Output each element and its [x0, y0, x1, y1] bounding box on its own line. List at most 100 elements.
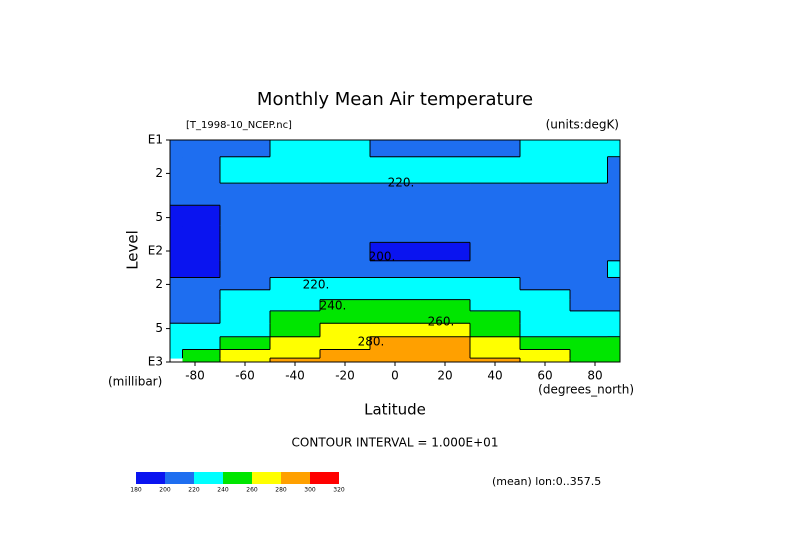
contour-cell: [320, 336, 371, 350]
contour-cell: [420, 242, 471, 262]
contour-cell: [320, 323, 371, 338]
contour-cell: [520, 323, 571, 338]
contour-cell: [370, 183, 421, 206]
contour-cell: [370, 336, 421, 350]
contour-label: 280.: [358, 335, 385, 349]
contour-label: 240.: [320, 299, 347, 313]
contour-label: 260.: [428, 315, 455, 329]
contour-cell: [220, 156, 271, 184]
contour-cell: [607, 156, 621, 184]
contour-cell: [220, 336, 271, 350]
contour-fill: [170, 140, 621, 363]
contour-cell: [270, 205, 321, 227]
contour-cell: [182, 242, 221, 262]
contour-cell: [170, 349, 183, 359]
contour-cell: [170, 140, 183, 158]
contour-cell: [270, 289, 321, 301]
contour-cell: [182, 323, 221, 338]
x-tick-label: -40: [285, 369, 305, 383]
contour-interval: CONTOUR INTERVAL = 1.000E+01: [292, 436, 499, 450]
contour-cell: [520, 156, 571, 184]
contour-cell: [470, 336, 521, 350]
contour-cell: [220, 205, 271, 227]
y-tick-label: E3: [148, 355, 163, 369]
colorbar-label: 260: [246, 487, 258, 494]
contour-cell: [270, 336, 321, 350]
contour-cell: [220, 140, 271, 158]
contour-cell: [370, 225, 421, 243]
contour-cell: [420, 299, 471, 312]
contour-cell: [520, 349, 571, 359]
contour-cell: [420, 310, 471, 324]
contour-cell: [370, 358, 421, 363]
contour-cell: [607, 225, 621, 243]
contour-cell: [607, 277, 621, 291]
contour-cell: [182, 299, 221, 312]
contour-cell: [270, 358, 321, 363]
contour-cell: [170, 205, 183, 227]
contour-cell: [570, 310, 608, 324]
contour-cell: [570, 205, 608, 227]
contour-cell: [520, 140, 571, 158]
y-unit-label: (millibar): [108, 375, 162, 389]
y-tick-label: 5: [155, 210, 163, 224]
contour-cell: [470, 156, 521, 184]
contour-cell: [170, 336, 183, 350]
contour-cell: [520, 183, 571, 206]
contour-cell: [470, 299, 521, 312]
contour-cell: [182, 289, 221, 301]
contour-cell: [182, 205, 221, 227]
contour-cell: [170, 299, 183, 312]
contour-cell: [320, 310, 371, 324]
colorbar-swatch: [281, 472, 310, 484]
contour-cell: [570, 242, 608, 262]
contour-cell: [320, 140, 371, 158]
contour-cell: [470, 323, 521, 338]
contour-cell: [370, 242, 421, 262]
contour-cell: [570, 323, 608, 338]
colorbar-label: 240: [217, 487, 229, 494]
contour-cell: [420, 323, 471, 338]
contour-cell: [607, 289, 621, 301]
contour-cell: [370, 140, 421, 158]
contour-cell: [270, 260, 321, 278]
colorbar-swatch: [136, 472, 165, 484]
contour-cell: [182, 349, 221, 359]
contour-cell: [270, 140, 321, 158]
contour-cell: [420, 277, 471, 291]
y-tick-label: E2: [148, 244, 163, 258]
contour-cell: [170, 310, 183, 324]
contour-cell: [420, 140, 471, 158]
contour-cell: [470, 289, 521, 301]
contour-cell: [320, 260, 371, 278]
colorbar-label: 280: [275, 487, 287, 494]
contour-cell: [520, 277, 571, 291]
contour-label: 220.: [303, 278, 330, 292]
x-tick-label: 20: [437, 369, 452, 383]
contour-cell: [520, 225, 571, 243]
contour-cell: [320, 242, 371, 262]
contour-cell: [170, 242, 183, 262]
contour-cell: [320, 205, 371, 227]
contour-cell: [570, 140, 608, 158]
contour-cell: [370, 323, 421, 338]
contour-cell: [570, 358, 608, 363]
contour-cell: [170, 289, 183, 301]
contour-cell: [470, 277, 521, 291]
contour-cell: [570, 277, 608, 291]
contour-cell: [320, 349, 371, 359]
contour-cell: [320, 289, 371, 301]
contour-cell: [520, 299, 571, 312]
contour-cell: [220, 277, 271, 291]
contour-label: 200.: [369, 250, 396, 264]
contour-cell: [607, 242, 621, 262]
contour-cell: [270, 310, 321, 324]
contour-cell: [520, 310, 571, 324]
contour-cell: [470, 358, 521, 363]
contour-cell: [420, 349, 471, 359]
contour-cell: [470, 260, 521, 278]
contour-cell: [220, 323, 271, 338]
contour-cell: [270, 183, 321, 206]
contour-cell: [520, 336, 571, 350]
